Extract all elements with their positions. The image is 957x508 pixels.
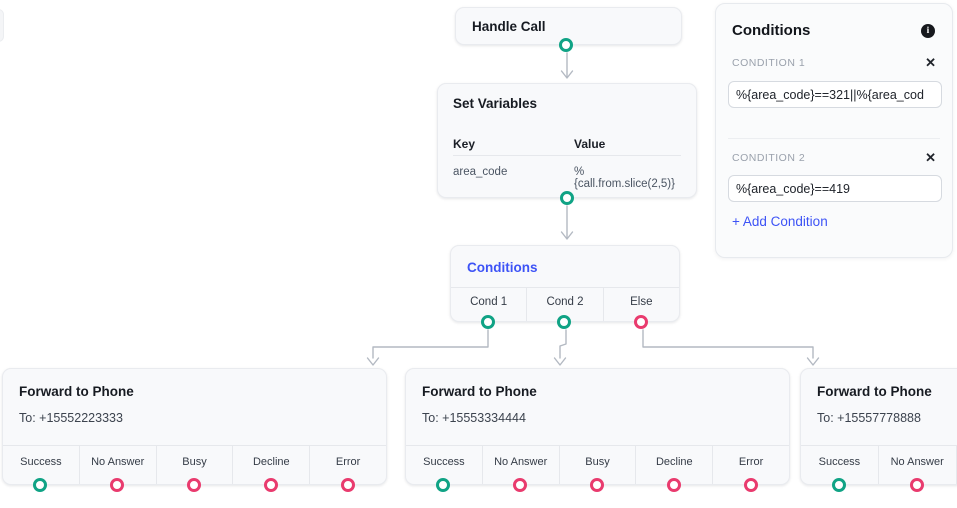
condition-2-label: CONDITION 2 [732,152,806,164]
output-port[interactable] [589,478,604,492]
output-label: Success [20,456,62,468]
output-port[interactable] [436,478,451,492]
output-label: Decline [655,456,693,468]
output-port[interactable] [909,478,924,492]
output-port[interactable] [743,478,758,492]
output-label: No Answer [890,456,944,468]
output-port[interactable] [831,478,846,492]
output-port[interactable] [513,478,528,492]
forward-outputs-row: Success No Answer Busy Decline Error [801,445,957,492]
table-row: area_code %{call.from.slice(2,5)} [453,166,681,190]
output-decline[interactable]: Decline [233,446,311,492]
remove-condition-2-icon[interactable]: ✕ [925,150,936,165]
output-no-answer[interactable]: No Answer [80,446,157,492]
forward-destination: To: +15553334444 [422,411,526,425]
variable-key: area_code [453,166,508,178]
output-port[interactable] [33,478,48,492]
output-label: Busy [585,456,610,468]
output-success[interactable]: Success [3,446,80,492]
output-label: No Answer [494,456,548,468]
info-icon[interactable]: i [921,24,935,38]
output-label: Cond 1 [470,296,508,308]
node-set-variables[interactable]: Set Variables Key Value area_code %{call… [437,83,697,205]
output-error[interactable]: Error [713,446,789,492]
output-port[interactable] [633,315,648,329]
output-cond-2[interactable]: Cond 2 [527,288,604,329]
output-else[interactable]: Else [604,288,679,329]
output-port[interactable] [110,478,125,492]
node-title: Forward to Phone [817,384,932,399]
add-condition-link[interactable]: + Add Condition [732,214,828,229]
node-forward-to-phone-2[interactable]: Forward to Phone To: +15553334444 Succes… [405,368,790,492]
output-label: No Answer [91,456,145,468]
remove-condition-1-icon[interactable]: ✕ [925,55,936,70]
output-busy[interactable]: Busy [560,446,637,492]
output-no-answer[interactable]: No Answer [879,446,957,492]
condition-1-label: CONDITION 1 [732,57,806,69]
node-forward-to-phone-1[interactable]: Forward to Phone To: +15552223333 Succes… [2,368,387,492]
output-label: Decline [252,456,290,468]
output-port[interactable] [559,191,574,205]
output-busy[interactable]: Busy [157,446,234,492]
output-label: Else [630,296,653,308]
conditions-outputs-row: Cond 1 Cond 2 Else [451,287,679,329]
output-port[interactable] [557,315,572,329]
forward-outputs-row: Success No Answer Busy Decline Error [3,445,386,492]
node-title: Conditions [467,260,538,275]
output-label: Success [818,456,861,468]
output-decline[interactable]: Decline [636,446,714,492]
column-key: Key [453,137,476,151]
forward-outputs-row: Success No Answer Busy Decline Error [406,445,789,492]
output-error[interactable]: Error [310,446,386,492]
output-no-answer[interactable]: No Answer [483,446,560,492]
output-label: Busy [182,456,207,468]
output-label: Error [335,456,361,468]
output-label: Success [423,456,465,468]
output-label: Error [738,456,764,468]
output-port[interactable] [186,478,201,492]
column-value: Value [574,137,606,151]
clipped-node-sliver [0,9,4,42]
output-port[interactable] [666,478,681,492]
output-port[interactable] [481,315,496,329]
panel-title: Conditions [732,22,811,39]
table-divider [453,155,681,156]
conditions-properties-panel: Conditions i CONDITION 1 ✕ CONDITION 2 ✕… [715,3,953,258]
output-port[interactable] [340,478,355,492]
output-label: Cond 2 [546,296,584,308]
condition-1-input[interactable] [728,81,942,108]
output-success[interactable]: Success [406,446,483,492]
node-title: Forward to Phone [19,384,134,399]
node-handle-call[interactable]: Handle Call [455,7,682,52]
forward-destination: To: +15552223333 [19,411,123,425]
forward-destination: To: +15557778888 [817,411,921,425]
node-title: Forward to Phone [422,384,537,399]
node-forward-to-phone-3[interactable]: Forward to Phone To: +15557778888 Succes… [800,368,957,492]
output-port[interactable] [263,478,278,492]
output-cond-1[interactable]: Cond 1 [451,288,528,329]
panel-divider [728,138,940,139]
variable-value: %{call.from.slice(2,5)} [574,166,675,190]
condition-2-input[interactable] [728,175,942,202]
variables-table-header: Key Value [453,137,681,151]
node-title: Set Variables [453,96,538,111]
node-conditions[interactable]: Conditions Cond 1 Cond 2 Else [450,245,680,329]
output-port[interactable] [559,38,573,52]
node-title: Handle Call [472,19,546,34]
output-success[interactable]: Success [801,446,879,492]
